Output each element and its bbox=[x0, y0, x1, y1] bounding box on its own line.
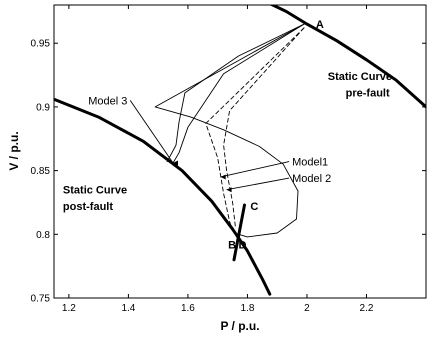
annotation-arrowhead bbox=[173, 160, 178, 166]
y-tick-label: 0.75 bbox=[31, 294, 51, 305]
annotation-label: Static Curve bbox=[63, 185, 127, 197]
series-line bbox=[223, 27, 305, 229]
y-tick-label: 0.85 bbox=[31, 166, 51, 177]
y-tick-label: 0.95 bbox=[31, 39, 51, 50]
x-axis-title: P / p.u. bbox=[220, 319, 259, 333]
annotation-label: D bbox=[239, 239, 247, 251]
annotation-pointer bbox=[220, 161, 290, 178]
x-tick-label: 1.6 bbox=[181, 303, 195, 314]
x-tick-label: 2 bbox=[304, 303, 310, 314]
y-axis-title: V / p.u. bbox=[7, 131, 21, 170]
x-tick-label: 1.2 bbox=[62, 303, 76, 314]
annotation-pointer bbox=[226, 177, 290, 191]
x-tick-label: 1.4 bbox=[121, 303, 135, 314]
annotation-label: Static Curve bbox=[328, 71, 392, 83]
series-line bbox=[269, 5, 426, 109]
series-line bbox=[172, 23, 305, 164]
series-line bbox=[232, 203, 246, 262]
series-line bbox=[166, 23, 305, 163]
annotation-pointer bbox=[129, 100, 174, 164]
annotation-label: pre-fault bbox=[346, 88, 390, 100]
y-tick-label: 0.8 bbox=[36, 230, 50, 241]
annotation-label: B bbox=[228, 239, 236, 251]
x-axis-ticks: 1.2 1.4 1.6 1.8 2 2.2 bbox=[62, 5, 374, 314]
annotation-arrowhead bbox=[226, 187, 232, 193]
annotation-label: Model 2 bbox=[292, 173, 331, 185]
y-axis-ticks: 0.75 0.8 0.85 0.9 0.95 bbox=[31, 39, 426, 305]
annotation-label: C bbox=[250, 201, 258, 213]
series-line bbox=[154, 23, 305, 238]
series-layer bbox=[54, 5, 426, 296]
annotation-label: A bbox=[316, 19, 324, 31]
annotation-label: post-fault bbox=[63, 201, 113, 213]
series-line bbox=[205, 27, 305, 235]
annotation-label: Model 3 bbox=[88, 95, 127, 107]
plot-frame bbox=[53, 4, 427, 299]
y-tick-label: 0.9 bbox=[36, 102, 50, 113]
annotation-layer: A B C D Static Curve pre-fault Static Curve pos… bbox=[63, 19, 392, 251]
x-tick-label: 2.2 bbox=[360, 303, 374, 314]
x-tick-label: 1.8 bbox=[240, 303, 254, 314]
annotation-arrowhead bbox=[220, 174, 226, 180]
series-line bbox=[54, 97, 272, 296]
annotation-label: Model1 bbox=[292, 157, 328, 169]
